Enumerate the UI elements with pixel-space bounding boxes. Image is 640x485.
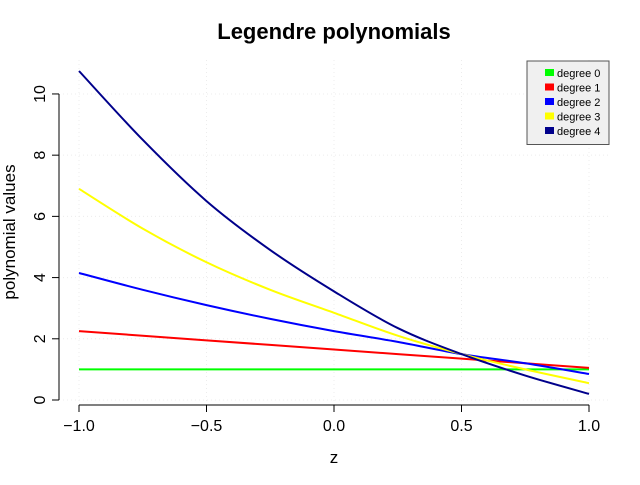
legend-label: degree 3 — [557, 112, 600, 124]
legend-swatch — [545, 127, 554, 134]
grid-layer — [59, 60, 609, 405]
y-tick-label: 4 — [32, 273, 49, 282]
legend-swatch — [545, 112, 554, 120]
legend-box — [526, 60, 610, 145]
legend-label: degree 4 — [557, 126, 600, 138]
legend: degree 0 degree 1 degree 2 degree 3 degree 4 — [526, 60, 610, 145]
x-tick-label: 1.0 — [578, 418, 600, 435]
x-tick-label: −1.0 — [63, 418, 95, 435]
series-line-degree-3 — [78, 187, 590, 385]
x-tick-label: 0.5 — [450, 418, 472, 435]
x-tick-label: 0.0 — [323, 418, 345, 435]
series-line-degree-1 — [78, 330, 590, 369]
legend-swatch — [545, 98, 554, 105]
y-axis-label: polynomial values — [0, 164, 19, 299]
legend-label: degree 0 — [557, 68, 600, 80]
series-line-degree-4 — [78, 70, 590, 395]
axes-layer: −1.0 −0.5 0.0 0.5 1.0 0 2 4 6 8 10 — [32, 85, 600, 435]
y-tick-label: 8 — [32, 151, 49, 160]
y-tick-label: 0 — [32, 395, 49, 404]
legend-swatch — [545, 69, 554, 76]
x-axis-label: z — [330, 448, 339, 467]
y-tick-label: 2 — [32, 334, 49, 343]
legend-swatch — [545, 83, 554, 91]
x-tick-label: −0.5 — [191, 418, 223, 435]
legend-label: degree 1 — [557, 83, 600, 95]
chart-title: Legendre polynomials — [217, 19, 451, 44]
legend-label: degree 2 — [557, 97, 600, 109]
y-tick-label: 6 — [32, 212, 49, 221]
y-tick-label: 10 — [32, 85, 49, 103]
series-line-degree-2 — [78, 272, 590, 375]
series-layer — [78, 70, 590, 395]
